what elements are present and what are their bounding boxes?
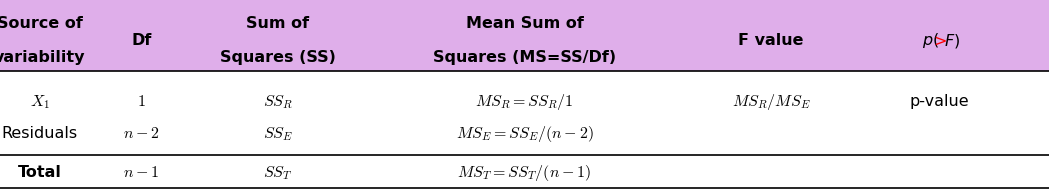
Text: $n-1$: $n-1$ bbox=[124, 165, 159, 180]
Text: $SS_T$: $SS_T$ bbox=[263, 164, 293, 182]
Text: $MS_E = SS_E/(n-2)$: $MS_E = SS_E/(n-2)$ bbox=[455, 124, 594, 144]
Text: p-value: p-value bbox=[909, 94, 968, 109]
Text: $F)$: $F)$ bbox=[944, 32, 960, 50]
Text: $SS_E$: $SS_E$ bbox=[263, 125, 293, 143]
Text: Squares (SS): Squares (SS) bbox=[220, 51, 336, 65]
Text: Total: Total bbox=[18, 165, 62, 180]
Text: F value: F value bbox=[738, 33, 804, 48]
Text: $p($: $p($ bbox=[922, 31, 939, 50]
Text: $n-2$: $n-2$ bbox=[123, 127, 160, 141]
Text: Df: Df bbox=[131, 33, 152, 48]
Text: $MS_T = SS_T/(n-1)$: $MS_T = SS_T/(n-1)$ bbox=[457, 163, 592, 183]
Text: $MS_R = SS_R/1$: $MS_R = SS_R/1$ bbox=[475, 92, 574, 112]
Text: variability: variability bbox=[0, 51, 86, 65]
Text: $>$: $>$ bbox=[930, 33, 947, 48]
Text: Sum of: Sum of bbox=[247, 16, 309, 31]
Text: $SS_R$: $SS_R$ bbox=[263, 93, 293, 111]
Text: $MS_R/MS_E$: $MS_R/MS_E$ bbox=[732, 92, 810, 112]
Text: $1$: $1$ bbox=[137, 94, 146, 109]
Text: Squares (MS=SS/Df): Squares (MS=SS/Df) bbox=[433, 51, 616, 65]
Text: Residuals: Residuals bbox=[2, 127, 78, 141]
Bar bbox=[0, 0, 1049, 71]
Text: Mean Sum of: Mean Sum of bbox=[466, 16, 583, 31]
Text: $X_1$: $X_1$ bbox=[30, 93, 49, 111]
Text: Source of: Source of bbox=[0, 16, 83, 31]
